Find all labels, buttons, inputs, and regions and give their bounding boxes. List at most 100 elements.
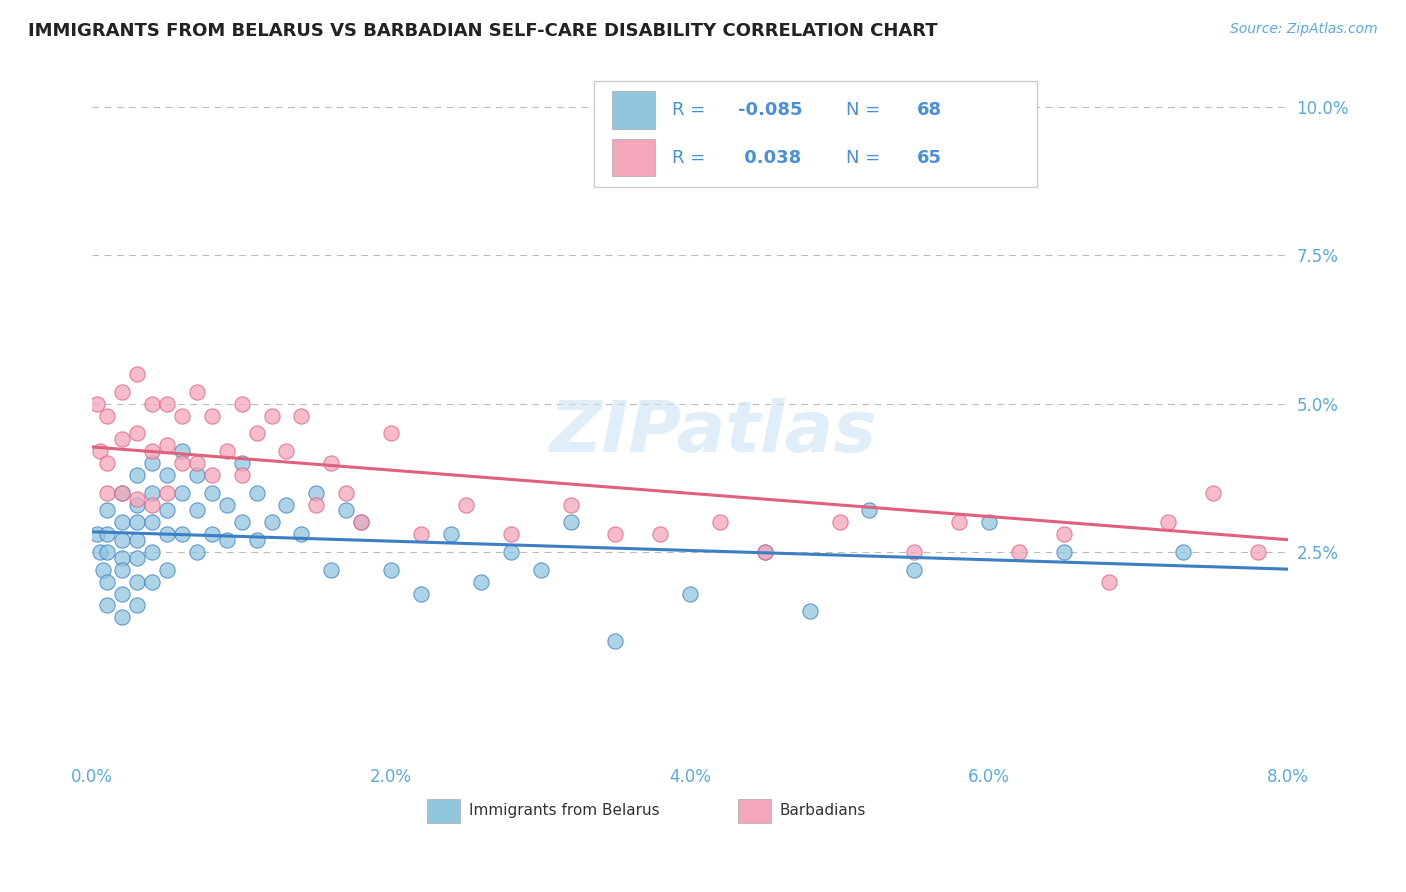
Point: [111, 485, 134, 500]
Point: [380, 426, 402, 441]
Point: [86, 397, 108, 411]
Point: [111, 533, 134, 548]
Point: [111, 586, 134, 600]
Point: [156, 527, 179, 541]
Point: [96, 485, 118, 500]
Point: [186, 384, 208, 399]
Point: [903, 545, 925, 559]
Point: [321, 563, 343, 577]
Point: [141, 498, 163, 512]
Point: [186, 467, 208, 482]
Point: [1173, 545, 1195, 559]
Point: [1008, 545, 1031, 559]
Point: [828, 516, 851, 530]
Point: [96, 599, 118, 613]
Text: Barbadians: Barbadians: [780, 804, 866, 818]
Point: [141, 444, 163, 458]
Point: [156, 503, 179, 517]
Point: [440, 527, 463, 541]
Point: [1053, 545, 1076, 559]
Point: [380, 563, 402, 577]
Point: [454, 498, 477, 512]
Point: [260, 516, 283, 530]
Point: [201, 409, 224, 423]
Point: [141, 397, 163, 411]
Point: [170, 409, 193, 423]
Point: [350, 516, 373, 530]
Point: [201, 485, 224, 500]
Point: [499, 527, 522, 541]
Point: [605, 527, 627, 541]
FancyBboxPatch shape: [613, 139, 655, 177]
Point: [125, 574, 148, 589]
Point: [350, 516, 373, 530]
Point: [170, 444, 193, 458]
Point: [1157, 516, 1180, 530]
Point: [246, 485, 269, 500]
Point: [96, 527, 118, 541]
Point: [321, 456, 343, 470]
Point: [96, 545, 118, 559]
Point: [560, 498, 582, 512]
Point: [560, 516, 582, 530]
Point: [605, 634, 627, 648]
Point: [96, 409, 118, 423]
Point: [89, 444, 111, 458]
Point: [201, 467, 224, 482]
FancyBboxPatch shape: [427, 799, 461, 823]
Point: [215, 444, 238, 458]
Text: 68: 68: [917, 101, 942, 119]
Point: [1202, 485, 1225, 500]
Text: R =: R =: [672, 149, 711, 167]
Point: [276, 444, 298, 458]
Point: [1097, 574, 1119, 589]
Point: [125, 550, 148, 565]
Point: [305, 498, 328, 512]
Point: [858, 503, 880, 517]
Point: [156, 397, 179, 411]
Point: [96, 574, 118, 589]
Point: [470, 574, 492, 589]
Point: [276, 498, 298, 512]
Point: [141, 545, 163, 559]
Point: [335, 485, 357, 500]
Point: [335, 503, 357, 517]
Point: [409, 527, 432, 541]
Point: [231, 456, 253, 470]
Text: Source: ZipAtlas.com: Source: ZipAtlas.com: [1230, 22, 1378, 37]
Point: [125, 516, 148, 530]
Point: [125, 491, 148, 506]
Text: 0.038: 0.038: [738, 149, 801, 167]
Text: N =: N =: [845, 149, 886, 167]
Text: R =: R =: [672, 101, 711, 119]
Point: [231, 467, 253, 482]
Point: [96, 456, 118, 470]
Point: [948, 516, 970, 530]
Point: [1053, 527, 1076, 541]
Point: [754, 545, 776, 559]
Point: [141, 516, 163, 530]
Point: [125, 498, 148, 512]
Point: [1306, 527, 1329, 541]
Point: [111, 563, 134, 577]
Point: [111, 516, 134, 530]
Point: [170, 527, 193, 541]
Point: [186, 503, 208, 517]
Point: [977, 516, 1000, 530]
FancyBboxPatch shape: [738, 799, 772, 823]
Point: [111, 384, 134, 399]
Point: [1247, 545, 1270, 559]
Point: [141, 485, 163, 500]
FancyBboxPatch shape: [595, 81, 1036, 186]
Point: [141, 456, 163, 470]
FancyBboxPatch shape: [613, 91, 655, 128]
Point: [246, 533, 269, 548]
Point: [231, 516, 253, 530]
Point: [96, 503, 118, 517]
Point: [201, 527, 224, 541]
Point: [89, 545, 111, 559]
Text: IMMIGRANTS FROM BELARUS VS BARBADIAN SELF-CARE DISABILITY CORRELATION CHART: IMMIGRANTS FROM BELARUS VS BARBADIAN SEL…: [28, 22, 938, 40]
Point: [799, 604, 821, 618]
Point: [125, 533, 148, 548]
Text: N =: N =: [845, 101, 886, 119]
